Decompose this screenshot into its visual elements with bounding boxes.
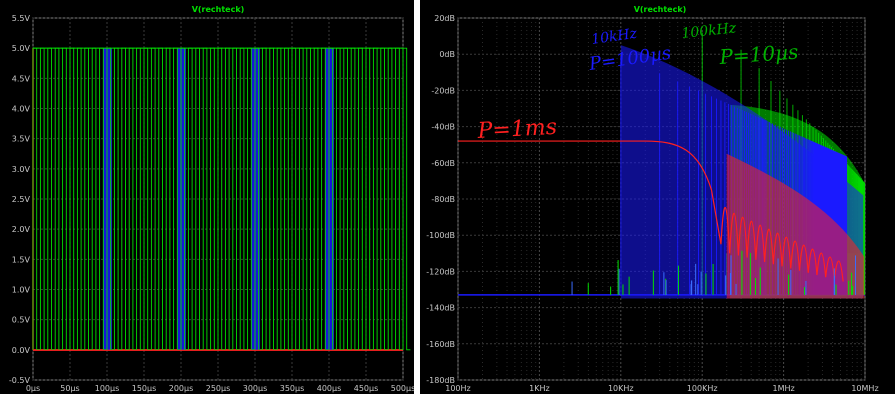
- time-x-tick-label: 400µs: [317, 384, 342, 393]
- time-x-tick-label: 50µs: [60, 384, 79, 393]
- freq-x-tick-label: 10MHz: [851, 384, 878, 393]
- time-series-blue-pulse: [177, 48, 186, 350]
- time-series: [32, 47, 411, 351]
- time-x-tick-label: 150µs: [132, 384, 157, 393]
- freq-x-tick-label: 100KHz: [687, 384, 718, 393]
- time-x-tick-label: 450µs: [354, 384, 379, 393]
- time-y-tick-label: 1.0V: [12, 286, 31, 295]
- time-x-tick-label: 100µs: [95, 384, 120, 393]
- time-plot-title: V(rechteck): [192, 5, 245, 14]
- freq-y-tick-label: -120dB: [426, 267, 455, 276]
- time-y-tick-label: 0.5V: [12, 316, 31, 325]
- freq-series-red-fill: [726, 153, 865, 299]
- time-y-tick-label: 5.0V: [12, 44, 31, 53]
- time-y-tick-label: 0.0V: [12, 346, 31, 355]
- freq-x-tick-label: 1KHz: [529, 384, 550, 393]
- time-y-tick-label: 2.0V: [12, 225, 31, 234]
- time-x-tick-label: 250µs: [206, 384, 231, 393]
- annotation-label: P=1ms: [476, 115, 558, 144]
- time-y-tick-label: 3.5V: [12, 135, 31, 144]
- freq-y-tick-label: -40dB: [431, 123, 455, 132]
- time-series-blue-pulse: [103, 48, 112, 350]
- panel-divider: [414, 0, 420, 394]
- time-x-tick-label: 350µs: [280, 384, 305, 393]
- freq-y-tick-label: 0dB: [439, 50, 455, 59]
- time-y-tick-label: 3.0V: [12, 165, 31, 174]
- freq-y-tick-label: -160dB: [426, 340, 455, 349]
- time-x-ticks: 0µs 50µs 100µs 150µs 200µs 250µs 300µs 350µs 400…: [26, 384, 415, 393]
- time-x-tick-label: 500µs: [391, 384, 416, 393]
- time-series-blue-pulse: [251, 48, 260, 350]
- freq-plot-title: V(rechteck): [634, 5, 687, 14]
- annotation-label: 100kHz: [681, 20, 738, 42]
- time-y-ticks: -0.5V 0.0V 0.5V 1.0V 1.5V 2.0V 2.5V 3.0V 3.5V 4.0…: [9, 14, 31, 385]
- time-x-tick-label: 0µs: [26, 384, 40, 393]
- time-y-tick-label: 4.5V: [12, 74, 31, 83]
- time-x-tick-label: 200µs: [169, 384, 194, 393]
- freq-y-tick-label: 20dB: [434, 14, 455, 23]
- freq-y-tick-label: -100dB: [426, 231, 455, 240]
- time-x-tick-label: 300µs: [243, 384, 268, 393]
- time-y-tick-label: 2.5V: [12, 195, 31, 204]
- time-y-tick-label: -0.5V: [9, 376, 31, 385]
- annotation-label: P=10µs: [718, 40, 799, 70]
- time-y-tick-label: 1.5V: [12, 255, 31, 264]
- frequency-domain-panel: V(rechteck) 20dB 0dB -20dB -40dB -60dB -80dB -…: [420, 0, 895, 394]
- freq-x-tick-label: 100Hz: [445, 384, 470, 393]
- time-y-tick-label: 4.0V: [12, 105, 31, 114]
- time-y-tick-label: 5.5V: [12, 14, 31, 23]
- time-series-blue-pulse: [325, 48, 334, 350]
- freq-y-tick-label: -60dB: [431, 159, 455, 168]
- freq-x-ticks: 100Hz 1KHz 10KHz 100KHz 1MHz 10MHz: [445, 384, 878, 393]
- time-domain-panel: V(rechteck) -0.5V 0.0V 0.5V 1.0V 1.5V 2.0V 2.5…: [0, 0, 415, 394]
- annotation-label: 10kHz: [590, 26, 638, 48]
- freq-y-tick-label: -20dB: [431, 86, 455, 95]
- freq-x-tick-label: 10KHz: [608, 384, 634, 393]
- freq-y-tick-label: -80dB: [431, 195, 455, 204]
- freq-series-red: [458, 140, 844, 282]
- freq-x-tick-label: 1MHz: [772, 384, 794, 393]
- freq-y-tick-label: -140dB: [426, 304, 455, 313]
- freq-series: [458, 32, 866, 299]
- freq-y-tick-label: -180dB: [426, 376, 455, 385]
- freq-y-ticks: 20dB 0dB -20dB -40dB -60dB -80dB -100dB -120dB -…: [426, 14, 455, 385]
